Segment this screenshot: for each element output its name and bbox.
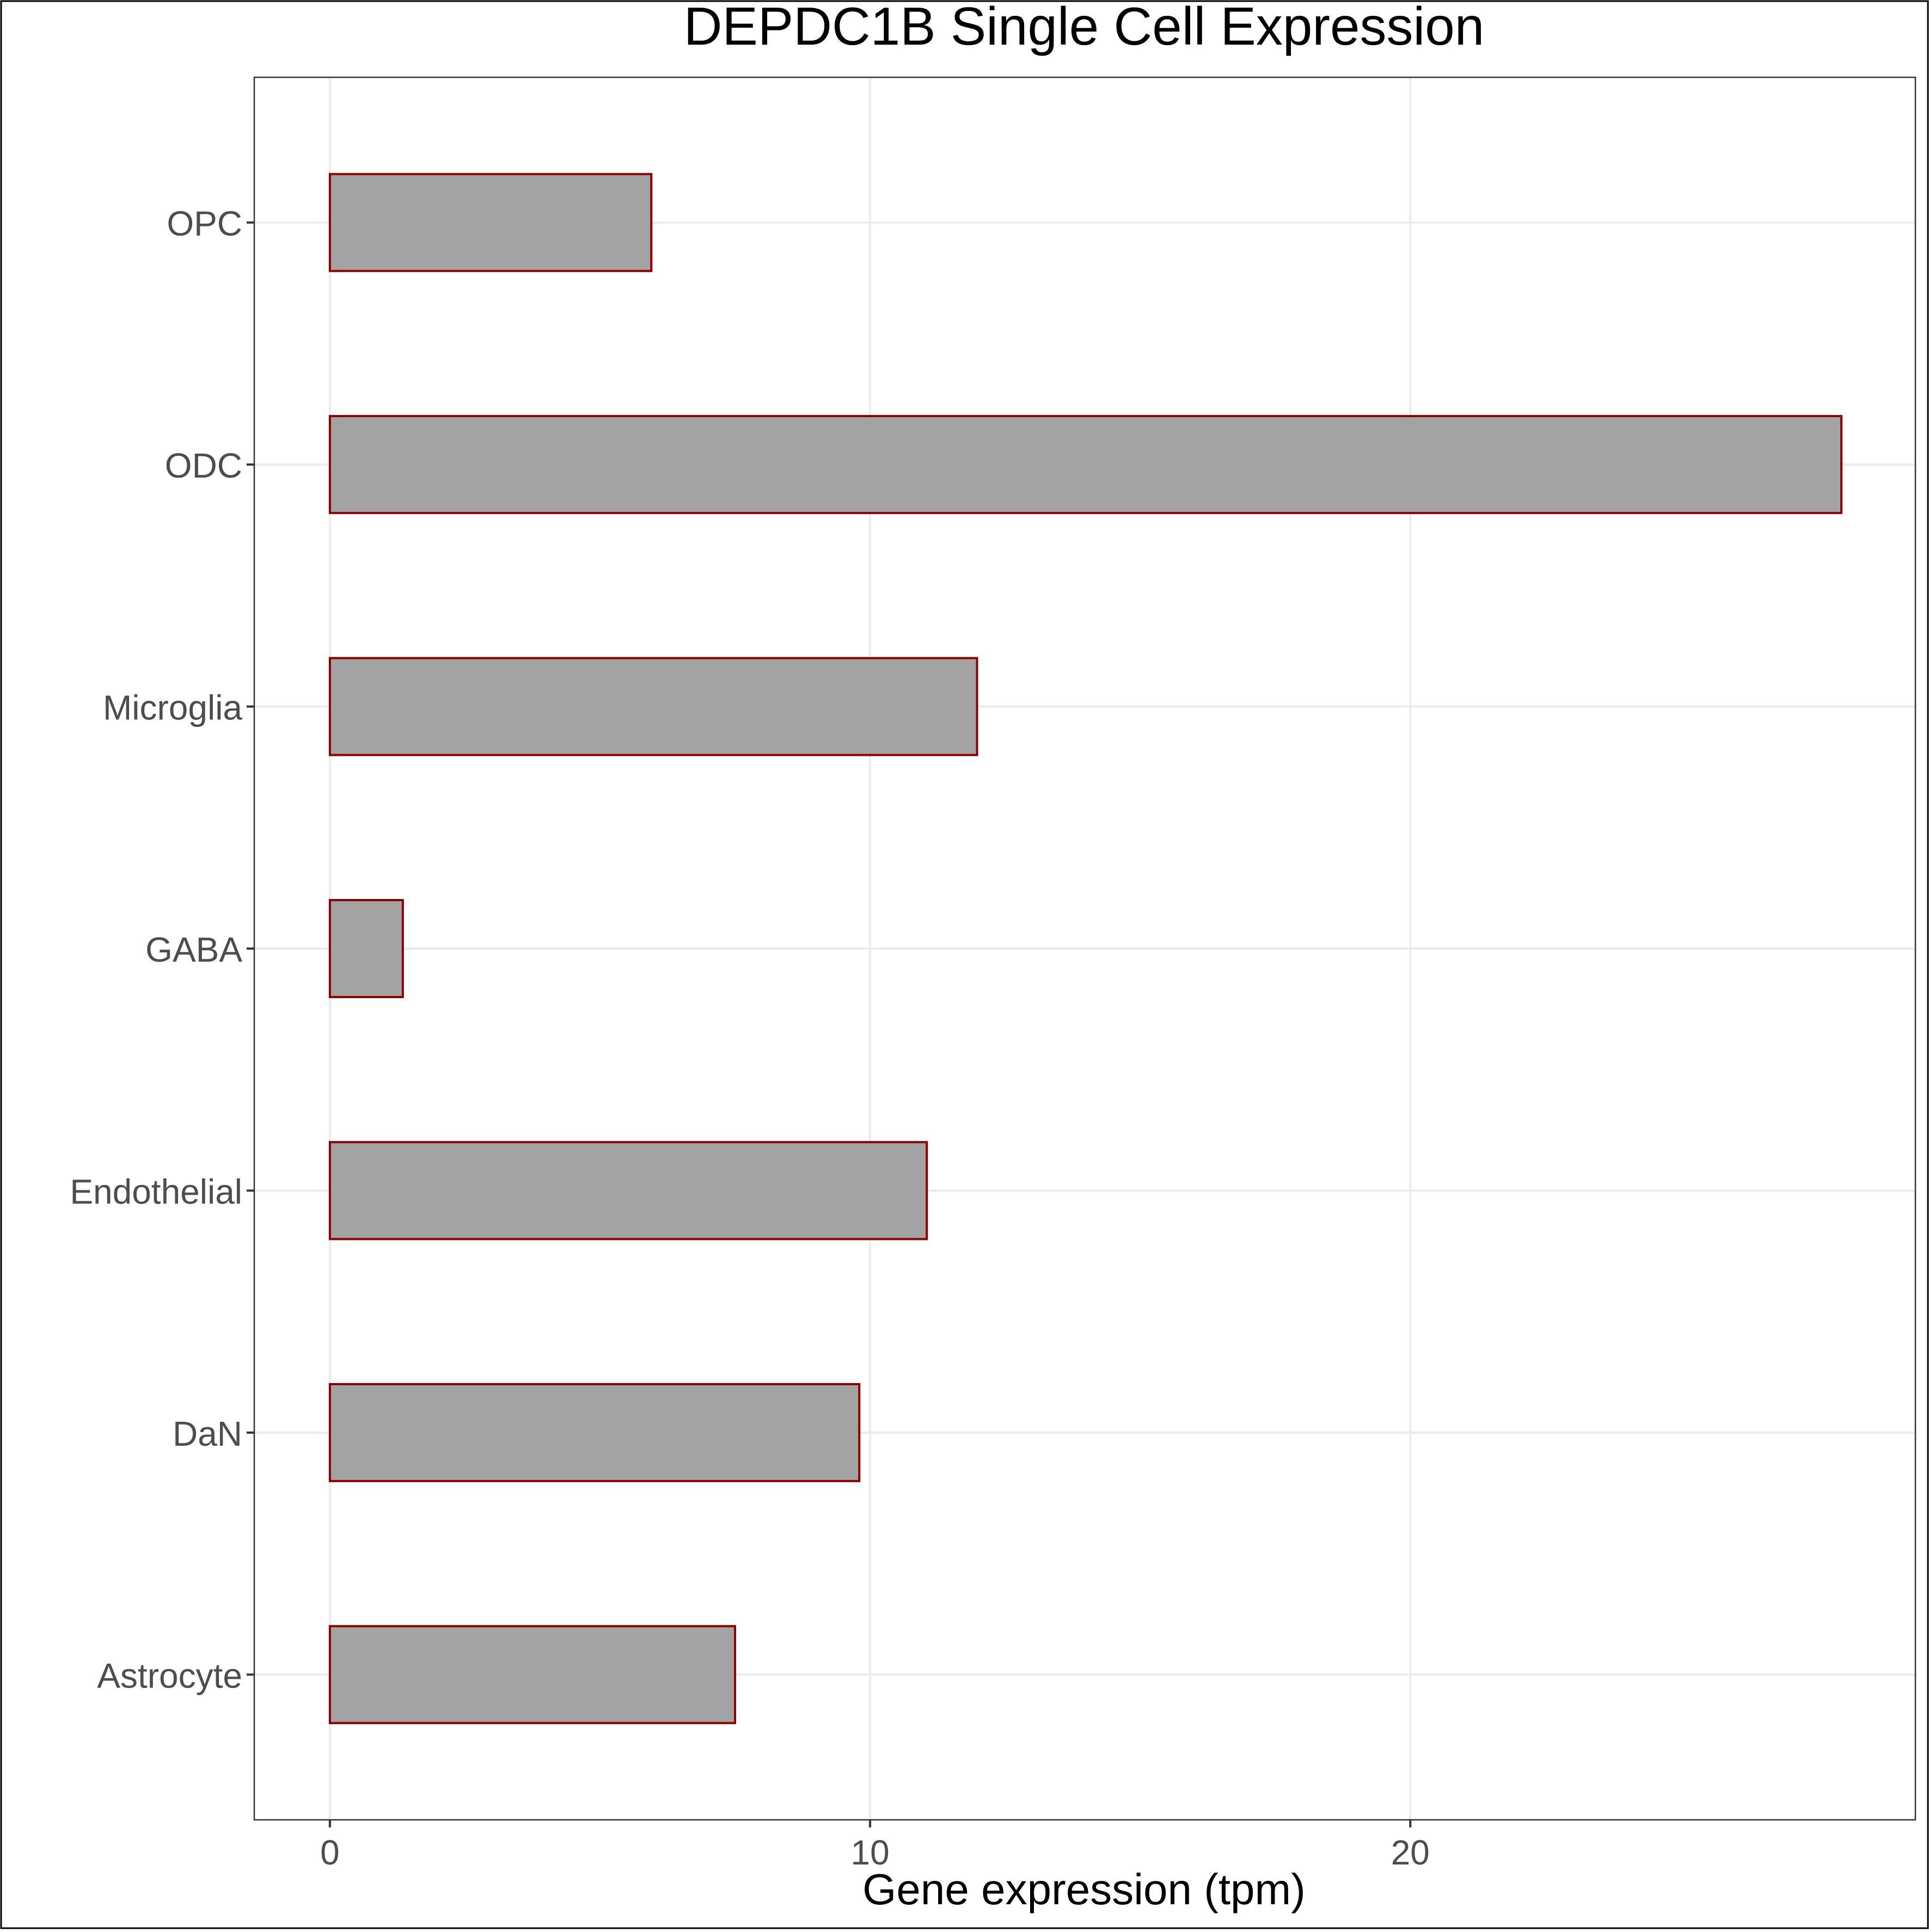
- y-tick-label: DaN: [173, 1414, 242, 1453]
- bar-endothelial: [328, 1141, 928, 1240]
- y-tick-label: OPC: [167, 204, 242, 243]
- x-tick-label: 10: [851, 1833, 890, 1872]
- bar-dan: [328, 1383, 861, 1482]
- bar-odc: [328, 415, 1843, 515]
- y-tick-label: ODC: [165, 446, 242, 485]
- bar-microglia: [328, 657, 978, 756]
- y-tick-label: GABA: [145, 930, 242, 969]
- bar-gaba: [328, 899, 404, 998]
- y-tick-label: Microglia: [103, 688, 242, 727]
- x-axis-title: Gene expression (tpm): [862, 1865, 1306, 1913]
- bar-astrocyte: [328, 1625, 737, 1725]
- x-tick-label: 0: [320, 1833, 340, 1872]
- axes: Astrocyte DaN Endothelial GABA Microglia ODC O…: [70, 204, 1430, 1872]
- chart-title: DEPDC1B Single Cell Expression: [684, 0, 1485, 56]
- x-tick-label: 20: [1391, 1833, 1430, 1872]
- bar-opc: [328, 173, 653, 272]
- y-tick-label: Endothelial: [70, 1172, 242, 1211]
- bars: [328, 173, 1843, 1725]
- y-tick-label: Astrocyte: [97, 1656, 242, 1695]
